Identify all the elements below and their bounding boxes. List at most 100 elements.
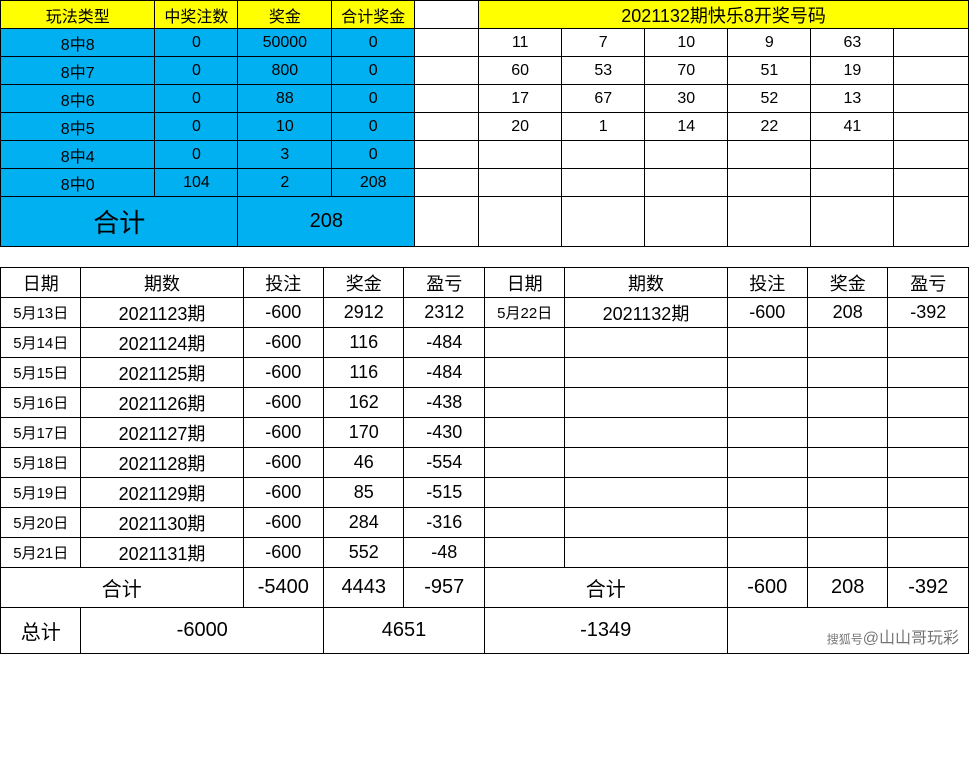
blank-cell — [727, 478, 807, 508]
hdr-date: 日期 — [1, 268, 81, 298]
blank-cell — [415, 113, 479, 141]
ledger-cell: -600 — [243, 478, 323, 508]
blank-cell — [565, 388, 727, 418]
blank-cell — [894, 29, 969, 57]
blank-cell — [727, 448, 807, 478]
prize-cell: 104 — [155, 169, 238, 197]
ledger-cell: 5月22日 — [484, 298, 564, 328]
ledger-cell: 116 — [324, 358, 404, 388]
blank-cell — [484, 478, 564, 508]
blank-cell — [727, 358, 807, 388]
ledger-cell: 2021132期 — [565, 298, 727, 328]
subtotal-cell: -957 — [404, 568, 484, 608]
blank-cell — [645, 141, 728, 169]
blank-cell — [415, 57, 479, 85]
prize-cell: 0 — [155, 29, 238, 57]
blank-cell — [645, 169, 728, 197]
prize-cell: 8中4 — [1, 141, 155, 169]
top-table: 玩法类型 中奖注数 奖金 合计奖金 2021132期快乐8开奖号码 8中8 0 … — [0, 0, 969, 247]
hdr-type: 玩法类型 — [1, 1, 155, 29]
blank-cell — [484, 328, 564, 358]
blank-cell — [894, 85, 969, 113]
prize-cell: 8中0 — [1, 169, 155, 197]
blank-cell — [888, 508, 969, 538]
hdr-prize: 奖金 — [807, 268, 887, 298]
draw-num: 13 — [811, 85, 894, 113]
hdr-total: 合计奖金 — [332, 1, 415, 29]
draw-num: 60 — [479, 57, 562, 85]
ledger-cell: 2021129期 — [81, 478, 243, 508]
blank-cell — [727, 508, 807, 538]
ledger-cell: 2021131期 — [81, 538, 243, 568]
ledger-cell: 170 — [324, 418, 404, 448]
blank-cell — [415, 85, 479, 113]
prize-cell: 2 — [238, 169, 332, 197]
grand-label: 总计 — [1, 608, 81, 654]
blank-cell — [484, 538, 564, 568]
hdr-bet: 投注 — [243, 268, 323, 298]
ledger-cell: -600 — [243, 448, 323, 478]
draw-num: 7 — [562, 29, 645, 57]
ledger-cell: 5月14日 — [1, 328, 81, 358]
prize-cell: 8中5 — [1, 113, 155, 141]
blank-cell — [484, 508, 564, 538]
draw-num: 41 — [811, 113, 894, 141]
hdr-prize: 奖金 — [238, 1, 332, 29]
blank-cell — [807, 538, 887, 568]
subtotal-cell: 4443 — [324, 568, 404, 608]
blank-cell — [565, 448, 727, 478]
prize-cell: 50000 — [238, 29, 332, 57]
ledger-cell: -600 — [727, 298, 807, 328]
ledger-cell: -316 — [404, 508, 484, 538]
hdr-prize: 奖金 — [324, 268, 404, 298]
ledger-cell: 5月18日 — [1, 448, 81, 478]
blank-cell — [415, 141, 479, 169]
ledger-cell: 162 — [324, 388, 404, 418]
blank-cell — [811, 197, 894, 247]
ledger-cell: 2021127期 — [81, 418, 243, 448]
hdr-issue: 期数 — [565, 268, 727, 298]
blank-cell — [565, 538, 727, 568]
prize-cell: 0 — [332, 57, 415, 85]
prize-cell: 8中6 — [1, 85, 155, 113]
blank-cell — [807, 328, 887, 358]
blank-cell — [727, 538, 807, 568]
sum-value: 208 — [238, 197, 415, 247]
draw-num: 53 — [562, 57, 645, 85]
prize-cell: 800 — [238, 57, 332, 85]
blank-cell — [562, 197, 645, 247]
ledger-cell: -48 — [404, 538, 484, 568]
blank-cell — [727, 328, 807, 358]
blank-cell — [807, 508, 887, 538]
prize-cell: 8中8 — [1, 29, 155, 57]
draw-num: 14 — [645, 113, 728, 141]
ledger-cell: 2021128期 — [81, 448, 243, 478]
blank-cell — [415, 1, 479, 29]
ledger-cell: 5月20日 — [1, 508, 81, 538]
grand-pl: -1349 — [484, 608, 727, 654]
watermark: 搜狐号@山山哥玩彩 — [827, 624, 959, 648]
blank-cell — [807, 358, 887, 388]
blank-cell — [727, 388, 807, 418]
subtotal-cell: -5400 — [243, 568, 323, 608]
draw-title: 2021132期快乐8开奖号码 — [479, 1, 969, 29]
subtotal-label: 合计 — [484, 568, 727, 608]
prize-cell: 0 — [155, 113, 238, 141]
draw-num: 17 — [479, 85, 562, 113]
ledger-cell: 85 — [324, 478, 404, 508]
hdr-count: 中奖注数 — [155, 1, 238, 29]
blank-cell — [888, 538, 969, 568]
draw-num: 20 — [479, 113, 562, 141]
grand-bet: -6000 — [81, 608, 324, 654]
blank-cell — [727, 418, 807, 448]
ledger-cell: -600 — [243, 508, 323, 538]
blank-cell — [484, 388, 564, 418]
hdr-bet: 投注 — [727, 268, 807, 298]
ledger-cell: -600 — [243, 418, 323, 448]
blank-cell — [645, 197, 728, 247]
prize-cell: 3 — [238, 141, 332, 169]
grand-prize: 4651 — [324, 608, 485, 654]
ledger-cell: 2021125期 — [81, 358, 243, 388]
subtotal-cell: 208 — [807, 568, 887, 608]
blank-cell — [728, 197, 811, 247]
